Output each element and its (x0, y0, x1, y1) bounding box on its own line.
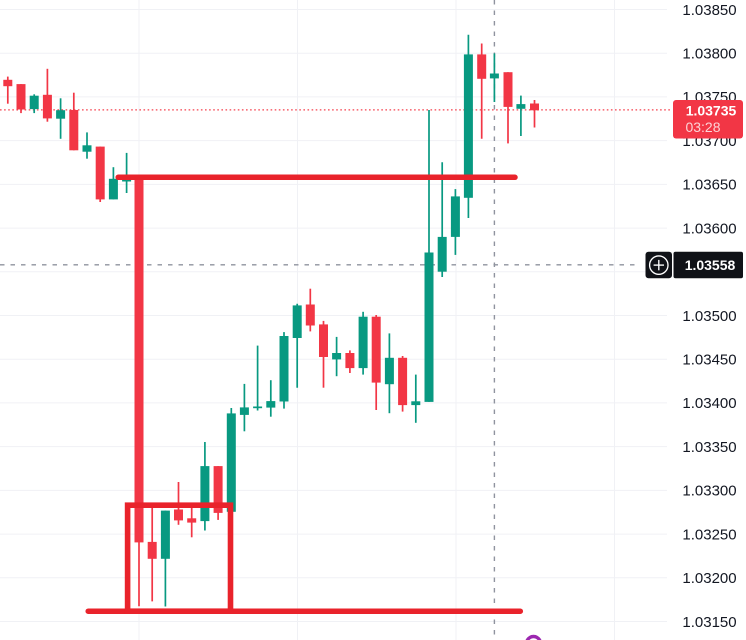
svg-text:1.03500: 1.03500 (682, 308, 736, 325)
svg-text:1.03735: 1.03735 (686, 102, 737, 118)
svg-text:1.03600: 1.03600 (682, 220, 736, 237)
svg-text:03:28: 03:28 (685, 119, 720, 135)
svg-text:1.03558: 1.03558 (685, 257, 736, 273)
svg-text:1.03400: 1.03400 (682, 395, 736, 412)
svg-text:1.03300: 1.03300 (682, 483, 736, 500)
svg-text:1.03800: 1.03800 (682, 46, 736, 63)
svg-text:1.03850: 1.03850 (682, 2, 736, 19)
svg-text:1.03150: 1.03150 (682, 614, 736, 631)
svg-text:1.03200: 1.03200 (682, 570, 736, 587)
svg-text:1.03350: 1.03350 (682, 439, 736, 456)
svg-text:1.03650: 1.03650 (682, 177, 736, 194)
svg-text:1.03450: 1.03450 (682, 352, 736, 369)
svg-text:1.03250: 1.03250 (682, 526, 736, 543)
